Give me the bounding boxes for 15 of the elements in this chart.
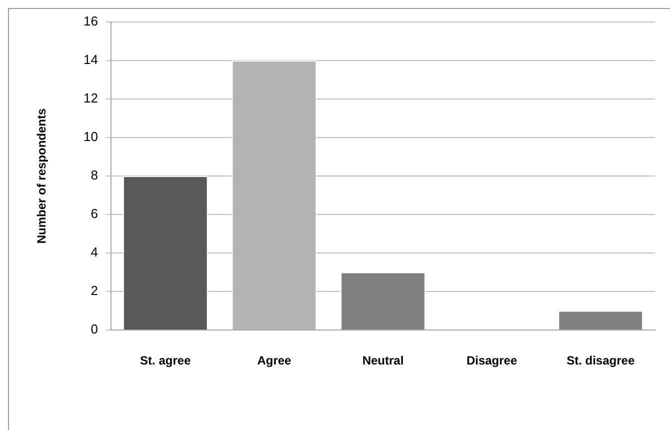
y-tick-label: 16 [84,14,98,29]
x-tick-label: St. disagree [566,354,635,368]
y-tick-label: 2 [90,283,98,298]
y-axis-title: Number of respondents [34,108,49,244]
y-tick-label: 4 [90,244,98,260]
y-tick-label: 12 [84,90,98,106]
x-tick-label: Agree [257,354,292,368]
y-tick-label: 8 [90,168,98,183]
y-tick-label: 0 [90,322,98,337]
y-tick-label: 14 [84,52,98,68]
x-tick-label: Neutral [362,354,404,368]
x-tick-label: Disagree [466,354,518,368]
y-tick-label: 6 [90,206,98,222]
x-tick-label: St. agree [140,354,192,368]
y-tick-label: 10 [84,129,98,144]
